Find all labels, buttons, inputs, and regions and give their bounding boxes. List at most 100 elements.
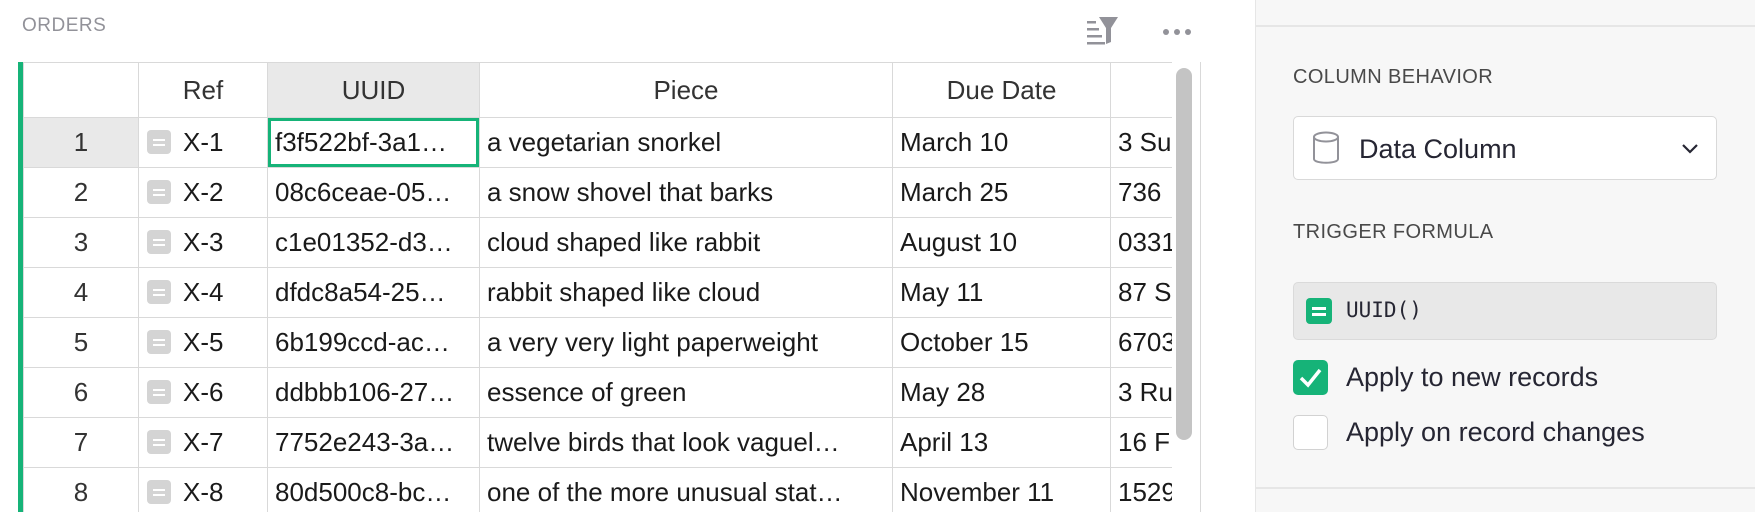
formula-icon <box>1306 298 1332 324</box>
reference-icon <box>147 430 171 455</box>
table-row[interactable]: 7 X-7 7752e243-3a… twelve birds that look v… <box>23 417 1201 468</box>
apply-record-changes-checkbox[interactable] <box>1293 415 1328 450</box>
checkmark-icon <box>1299 368 1322 388</box>
row-number[interactable]: 1 <box>23 117 139 168</box>
due-date-cell[interactable]: October 15 <box>892 317 1111 368</box>
due-date-cell[interactable]: May 11 <box>892 267 1111 318</box>
uuid-cell-text: f3f522bf-3a1… <box>275 127 448 157</box>
column-behavior-select[interactable]: Data Column <box>1293 116 1717 180</box>
due-date-cell[interactable]: March 10 <box>892 117 1111 168</box>
more-options-button[interactable] <box>1160 16 1194 46</box>
row-number[interactable]: 4 <box>23 267 139 318</box>
ref-cell[interactable]: X-3 <box>138 217 268 268</box>
trigger-formula-label: TRIGGER FORMULA <box>1293 221 1494 243</box>
row-number[interactable]: 3 <box>23 217 139 268</box>
piece-cell[interactable]: a vegetarian snorkel <box>479 117 893 168</box>
due-date-cell[interactable]: August 10 <box>892 217 1111 268</box>
ref-cell-text: X-2 <box>183 177 224 207</box>
table-row[interactable]: 8 X-8 80d500c8-bc… one of the more unusual … <box>23 467 1201 512</box>
uuid-cell[interactable]: 80d500c8-bc… <box>267 467 480 512</box>
ref-cell[interactable]: X-4 <box>138 267 268 318</box>
data-grid: Ref UUID Piece Due Date 1 X-1 f3f522bf-3a1… <box>18 62 1202 512</box>
column-header-ref[interactable]: Ref <box>138 62 268 118</box>
divider <box>1256 25 1755 27</box>
uuid-cell-text: 6b199ccd-ac… <box>275 327 450 357</box>
apply-record-changes-option[interactable]: Apply on record changes <box>1293 415 1673 451</box>
piece-cell-text: rabbit shaped like cloud <box>487 277 761 307</box>
apply-new-records-checkbox[interactable] <box>1293 360 1328 395</box>
row-number-text: 1 <box>73 127 89 157</box>
column-header-piece[interactable]: Piece <box>479 62 893 118</box>
ref-cell[interactable]: X-8 <box>138 467 268 512</box>
column-header-uuid[interactable]: UUID <box>267 62 480 118</box>
row-number-text: 5 <box>73 327 89 357</box>
uuid-cell[interactable]: ddbbb106-27… <box>267 367 480 418</box>
due-date-cell[interactable]: March 25 <box>892 167 1111 218</box>
row-number-header[interactable] <box>23 62 139 118</box>
ref-cell[interactable]: X-5 <box>138 317 268 368</box>
uuid-cell[interactable]: 7752e243-3a… <box>267 417 480 468</box>
table-section: ORDERS R <box>18 14 1202 512</box>
due-date-cell[interactable]: November 11 <box>892 467 1111 512</box>
divider <box>1256 487 1755 489</box>
reference-icon <box>147 180 171 205</box>
uuid-cell[interactable]: 6b199ccd-ac… <box>267 317 480 368</box>
piece-cell[interactable]: cloud shaped like rabbit <box>479 217 893 268</box>
table-row[interactable]: 3 X-3 c1e01352-d3… cloud shaped like rabbit… <box>23 217 1201 268</box>
piece-cell-text: a snow shovel that barks <box>487 177 774 207</box>
ref-cell[interactable]: X-1 <box>138 117 268 168</box>
address-cell-text: 0331 <box>1118 227 1176 257</box>
ref-cell[interactable]: X-2 <box>138 167 268 218</box>
ref-cell-text: X-1 <box>183 127 224 157</box>
piece-cell[interactable]: twelve birds that look vaguel… <box>479 417 893 468</box>
row-number[interactable]: 8 <box>23 467 139 512</box>
uuid-cell[interactable]: c1e01352-d3… <box>267 217 480 268</box>
row-number[interactable]: 5 <box>23 317 139 368</box>
due-date-cell-text: November 11 <box>900 477 1055 507</box>
row-number[interactable]: 6 <box>23 367 139 418</box>
table-row[interactable]: 5 X-5 6b199ccd-ac… a very very light paperw… <box>23 317 1201 368</box>
apply-new-records-option[interactable]: Apply to new records <box>1293 360 1633 396</box>
piece-cell-text: a very very light paperweight <box>487 327 818 357</box>
uuid-cell-text: dfdc8a54-25… <box>275 277 446 307</box>
row-number-text: 3 <box>73 227 89 257</box>
due-date-cell-text: May 11 <box>900 277 984 307</box>
more-options-icon <box>1163 29 1169 35</box>
table-row[interactable]: 6 X-6 ddbbb106-27… essence of green May 28 3 … <box>23 367 1201 418</box>
piece-cell[interactable]: essence of green <box>479 367 893 418</box>
piece-cell-text: twelve birds that look vaguel… <box>487 427 840 457</box>
piece-cell[interactable]: one of the more unusual stat… <box>479 467 893 512</box>
reference-icon <box>147 480 171 505</box>
address-cell-text: 3 Ru <box>1118 377 1173 407</box>
trigger-formula-field[interactable]: UUID() <box>1293 282 1717 340</box>
row-number[interactable]: 7 <box>23 417 139 468</box>
piece-cell[interactable]: rabbit shaped like cloud <box>479 267 893 318</box>
uuid-cell[interactable]: dfdc8a54-25… <box>267 267 480 318</box>
due-date-cell-text: March 10 <box>900 127 1009 157</box>
row-number-text: 2 <box>73 177 89 207</box>
row-number[interactable]: 2 <box>23 167 139 218</box>
due-date-cell-text: March 25 <box>900 177 1009 207</box>
reference-icon <box>147 230 171 255</box>
sort-filter-button[interactable] <box>1082 14 1122 48</box>
address-cell-text: 736 <box>1118 177 1162 207</box>
piece-cell[interactable]: a snow shovel that barks <box>479 167 893 218</box>
piece-cell[interactable]: a very very light paperweight <box>479 317 893 368</box>
column-behavior-value: Data Column <box>1359 134 1517 164</box>
table-row[interactable]: 1 X-1 f3f522bf-3a1… a vegetarian snorkel Mar… <box>23 117 1201 168</box>
column-header-due-date[interactable]: Due Date <box>892 62 1111 118</box>
uuid-cell[interactable]: f3f522bf-3a1… <box>267 117 480 168</box>
table-row[interactable]: 2 X-2 08c6ceae-05… a snow shovel that barks… <box>23 167 1201 218</box>
ref-cell[interactable]: X-6 <box>138 367 268 418</box>
address-cell-text: 87 S <box>1118 277 1172 307</box>
ref-cell-text: X-3 <box>183 227 224 257</box>
uuid-cell-text: 80d500c8-bc… <box>275 477 452 507</box>
table-row[interactable]: 4 X-4 dfdc8a54-25… rabbit shaped like cloud… <box>23 267 1201 318</box>
vertical-scrollbar-thumb[interactable] <box>1176 68 1192 440</box>
section-title: ORDERS <box>22 15 107 36</box>
due-date-cell[interactable]: April 13 <box>892 417 1111 468</box>
due-date-cell[interactable]: May 28 <box>892 367 1111 418</box>
ref-cell[interactable]: X-7 <box>138 417 268 468</box>
row-number-text: 4 <box>73 277 89 307</box>
uuid-cell[interactable]: 08c6ceae-05… <box>267 167 480 218</box>
